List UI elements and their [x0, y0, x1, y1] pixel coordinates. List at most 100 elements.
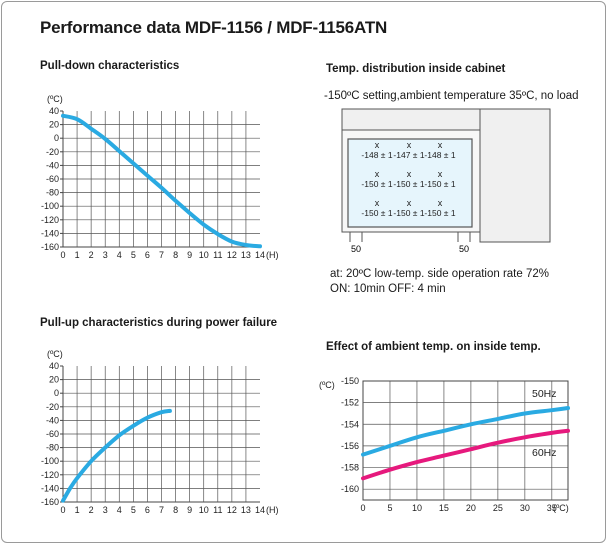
pullup-y-tick-label: -160 — [41, 497, 59, 507]
ambient-plot-frame — [362, 380, 569, 501]
pullup-y-tick-label: -120 — [41, 470, 59, 480]
ambient-x-tick-label: 10 — [412, 503, 422, 513]
ambient-heading: Effect of ambient temp. on inside temp. — [326, 341, 541, 353]
ambient-x-tick-label: 15 — [439, 503, 449, 513]
reading-marker: x — [375, 198, 380, 208]
pullup-x-tick-label: 12 — [227, 505, 237, 515]
cabinet-lid — [341, 108, 481, 131]
pullup-x-axis-label: (H) — [266, 505, 279, 515]
ambient-series-label-2: 60Hz — [532, 447, 557, 459]
pullup-x-tick-label: 9 — [187, 505, 192, 515]
pulldown-y-tick-label: 0 — [54, 133, 59, 143]
ambient-x-tick-label: 25 — [493, 503, 503, 513]
ambient-y-tick-label: -156 — [341, 441, 359, 451]
pullup-y-axis-label: (ºC) — [47, 349, 63, 359]
pullup-x-tick-label: 13 — [241, 505, 251, 515]
pullup-y-tick-label: -80 — [46, 443, 59, 453]
pulldown-y-tick-label: -140 — [41, 228, 59, 238]
reading-marker: x — [438, 198, 443, 208]
page-title: Performance data MDF-1156 / MDF-1156ATN — [40, 18, 388, 37]
pullup-y-tick-label: -40 — [46, 415, 59, 425]
pulldown-y-tick-label: -120 — [41, 215, 59, 225]
reading-value: -150 ± 1 — [424, 179, 455, 189]
ambient-x-tick-label: 0 — [360, 503, 365, 513]
ambient-x-tick-label: 35 — [547, 503, 557, 513]
pullup-series-line-1 — [61, 408, 172, 503]
pulldown-x-tick-label: 14 — [255, 250, 265, 260]
ambient-y-axis-label: (ºC) — [319, 380, 335, 390]
pullup-y-tick-label: -20 — [46, 402, 59, 412]
ambient-series-line-2 — [361, 428, 570, 481]
pullup-x-tick-label: 8 — [173, 505, 178, 515]
reading-value: -147 ± 1 — [393, 150, 424, 160]
pulldown-x-tick-label: 5 — [131, 250, 136, 260]
pullup-x-tick-label: 14 — [255, 505, 265, 515]
pullup-x-tick-label: 10 — [199, 505, 209, 515]
pullup-y-tick-label: -100 — [41, 456, 59, 466]
pulldown-x-tick-label: 10 — [199, 250, 209, 260]
ambient-y-tick-label: -150 — [341, 376, 359, 386]
leg-label-right: 50 — [459, 244, 469, 254]
pulldown-y-tick-label: -100 — [41, 201, 59, 211]
pulldown-y-tick-label: 40 — [49, 106, 59, 116]
machine-compartment — [479, 108, 551, 243]
pulldown-heading: Pull-down characteristics — [40, 60, 180, 72]
distribution-heading: Temp. distribution inside cabinet — [326, 63, 506, 75]
pullup-y-tick-label: -140 — [41, 483, 59, 493]
pulldown-x-tick-label: 7 — [159, 250, 164, 260]
pullup-x-tick-label: 0 — [60, 505, 65, 515]
pullup-y-tick-label: -60 — [46, 429, 59, 439]
pullup-x-tick-label: 11 — [213, 505, 222, 515]
pulldown-x-tick-label: 4 — [117, 250, 122, 260]
pulldown-y-tick-label: -160 — [41, 242, 59, 252]
pullup-x-tick-label: 3 — [103, 505, 108, 515]
pulldown-x-tick-label: 11 — [213, 250, 222, 260]
pulldown-y-tick-label: 20 — [49, 120, 59, 130]
ambient-series-label-1: 50Hz — [532, 388, 557, 400]
pulldown-y-tick-label: -80 — [46, 188, 59, 198]
pulldown-x-tick-label: 12 — [227, 250, 237, 260]
pullup-y-tick-label: 20 — [49, 375, 59, 385]
pulldown-x-tick-label: 9 — [187, 250, 192, 260]
operation-rate-text: at: 20ºC low-temp. side operation rate 7… — [330, 268, 549, 280]
pulldown-x-tick-label: 6 — [145, 250, 150, 260]
pullup-x-tick-label: 2 — [89, 505, 94, 515]
pulldown-series-line-1 — [61, 113, 262, 249]
pullup-heading: Pull-up characteristics during power fai… — [40, 317, 278, 329]
pullup-x-tick-label: 7 — [159, 505, 164, 515]
reading-value: -150 ± 1 — [361, 208, 392, 218]
ambient-x-tick-label: 20 — [466, 503, 476, 513]
reading-marker: x — [438, 169, 443, 179]
pulldown-x-tick-label: 13 — [241, 250, 251, 260]
pulldown-x-tick-label: 1 — [75, 250, 80, 260]
pulldown-x-tick-label: 0 — [60, 250, 65, 260]
distribution-setting-text: -150ºC setting,ambient temperature 35ºC,… — [324, 90, 579, 102]
ambient-series-line-1 — [361, 406, 570, 457]
reading-marker: x — [407, 198, 412, 208]
reading-marker: x — [375, 140, 380, 150]
reading-value: -150 ± 1 — [361, 179, 392, 189]
pulldown-y-axis-label: (ºC) — [47, 94, 63, 104]
ambient-y-tick-label: -152 — [341, 398, 359, 408]
pullup-y-tick-label: 0 — [54, 388, 59, 398]
ambient-x-tick-label: 5 — [387, 503, 392, 513]
pulldown-x-tick-label: 3 — [103, 250, 108, 260]
operation-cycle-text: ON: 10min OFF: 4 min — [330, 283, 446, 295]
pulldown-x-axis-label: (H) — [266, 250, 279, 260]
pulldown-x-tick-label: 2 — [89, 250, 94, 260]
ambient-y-tick-label: -158 — [341, 463, 359, 473]
inner-chamber — [347, 138, 473, 228]
pullup-x-tick-label: 5 — [131, 505, 136, 515]
pullup-x-tick-label: 6 — [145, 505, 150, 515]
reading-value: -148 ± 1 — [424, 150, 455, 160]
pulldown-y-tick-label: -40 — [46, 160, 59, 170]
ambient-y-tick-label: -160 — [341, 484, 359, 494]
reading-value: -150 ± 1 — [393, 179, 424, 189]
pullup-x-tick-label: 4 — [117, 505, 122, 515]
reading-value: -148 ± 1 — [361, 150, 392, 160]
reading-value: -150 ± 1 — [393, 208, 424, 218]
